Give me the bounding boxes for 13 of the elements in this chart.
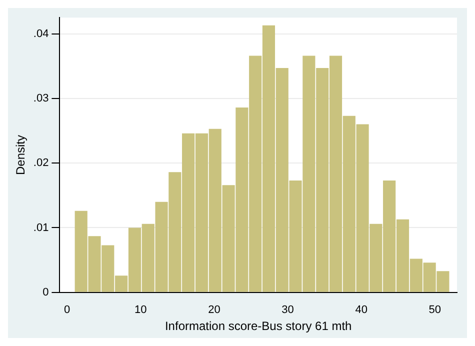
x-tick-label: 30 xyxy=(282,304,294,316)
x-tick-label: 0 xyxy=(64,304,70,316)
x-tick-label: 20 xyxy=(208,304,220,316)
x-axis-title: Information score-Bus story 61 mth xyxy=(164,319,352,334)
y-tick-label: .01 xyxy=(33,222,49,234)
y-tick-label: .03 xyxy=(33,92,49,104)
y-tick-label: 0 xyxy=(42,286,49,298)
x-tick-label: 40 xyxy=(355,304,368,316)
y-tick-label: .02 xyxy=(33,157,49,170)
y-axis-title: Density xyxy=(14,134,28,176)
x-tick-label: 50 xyxy=(428,304,442,316)
y-tick-label: .04 xyxy=(33,28,49,40)
x-tick-label: 10 xyxy=(134,304,147,316)
